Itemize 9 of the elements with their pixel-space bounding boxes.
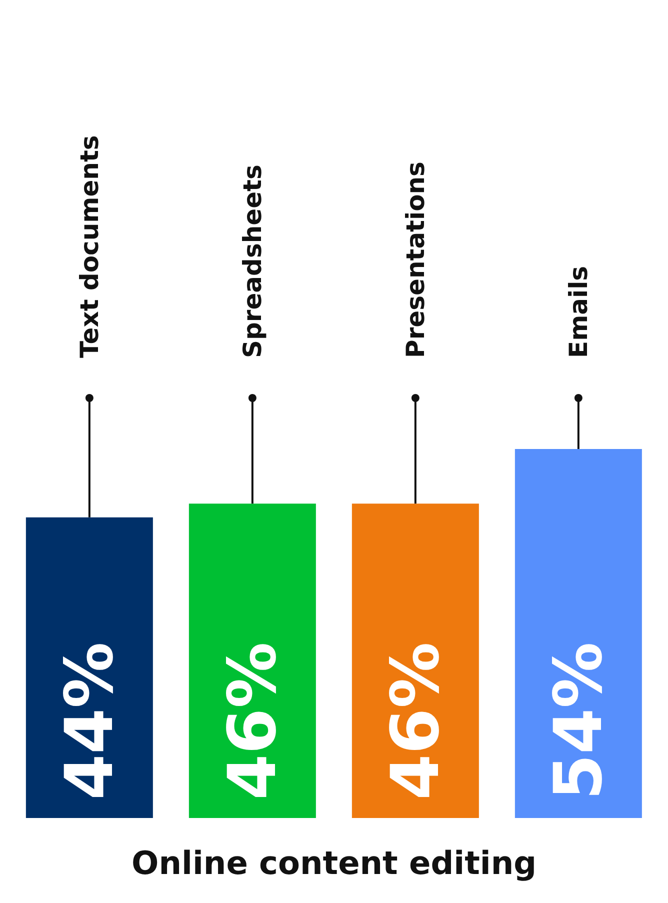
x-tick-label: Text documents bbox=[75, 135, 104, 358]
data-label: 46% bbox=[376, 642, 454, 800]
x-tick-label: Emails bbox=[564, 266, 593, 358]
data-label: 46% bbox=[214, 642, 291, 800]
data-label: 44% bbox=[50, 642, 128, 800]
x-tick-label: Presentations bbox=[401, 162, 430, 358]
text: Online content editing bbox=[130, 844, 538, 882]
x-tick-label: Spreadsheets bbox=[238, 164, 267, 358]
data-label: 54% bbox=[540, 642, 617, 800]
